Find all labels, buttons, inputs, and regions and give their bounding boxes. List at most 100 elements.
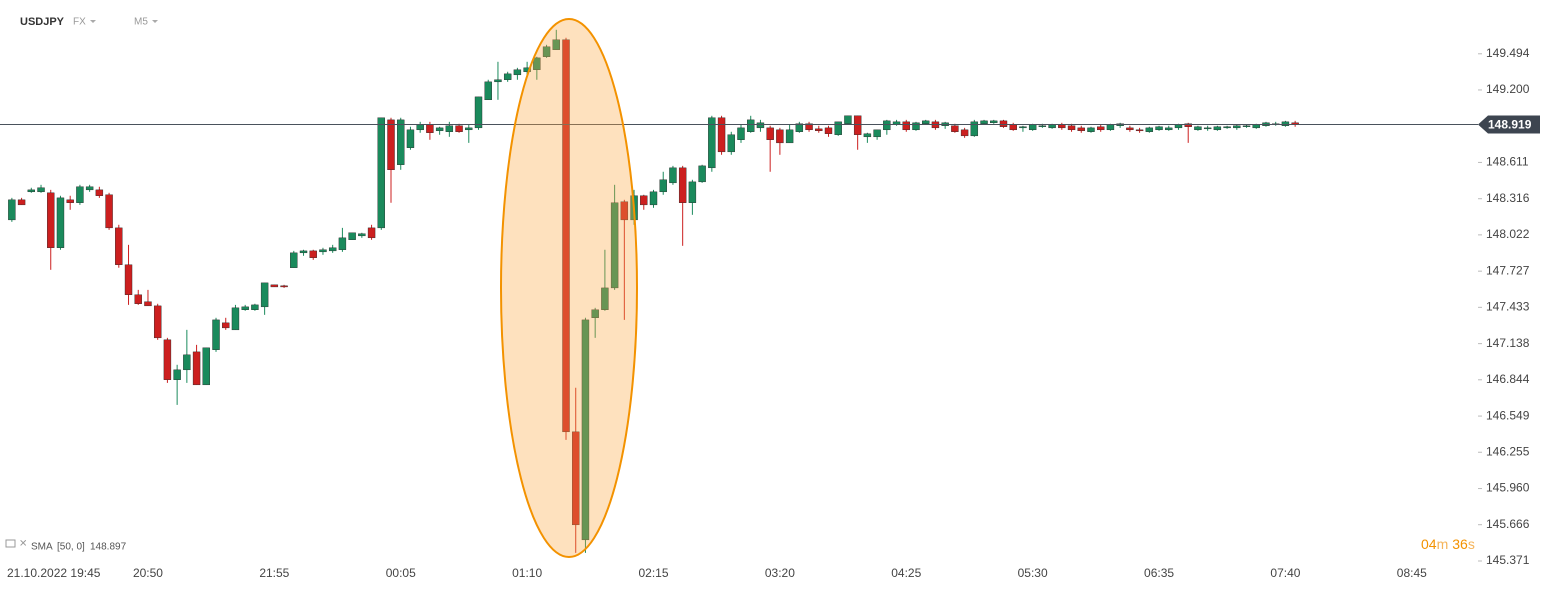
dropdown-caret[interactable]: [90, 20, 96, 23]
candle-body: [1106, 124, 1115, 131]
last-price-tag: [1478, 115, 1540, 134]
x-tick-label: 20:50: [133, 566, 163, 580]
candle-body: [56, 197, 65, 248]
y-tick-label: 149.200: [1486, 82, 1530, 96]
candle-body: [572, 431, 580, 526]
indicator-params: [50, 0]: [57, 542, 85, 553]
candle-body: [581, 319, 590, 541]
x-tick-label: 21:55: [259, 566, 289, 580]
indicator-value: 148.897: [90, 542, 127, 553]
candle-body: [1077, 127, 1085, 132]
candle-body: [1223, 126, 1231, 129]
candle-body: [951, 125, 959, 132]
candle-body: [795, 123, 804, 132]
candle-body: [328, 247, 337, 252]
y-tick-label: 148.316: [1486, 191, 1530, 205]
candle-body: [1165, 127, 1173, 131]
y-tick-label: 148.611: [1486, 155, 1529, 169]
candle-body: [902, 121, 910, 131]
candle-body: [640, 195, 648, 206]
candle-body: [115, 227, 123, 265]
x-tick-label: 04:25: [891, 566, 921, 580]
candle-body: [299, 250, 308, 254]
indicator-icon[interactable]: [5, 539, 16, 548]
plot-area: 145.371 145.666 145.960 146.255 146.549 146.8…: [0, 18, 1540, 580]
last-price-label: 148.919: [1488, 118, 1532, 132]
candle-body: [815, 128, 823, 132]
candle-body: [659, 179, 667, 193]
y-tick-label: 148.022: [1486, 227, 1530, 241]
candle-body: [912, 122, 920, 131]
candle-body: [173, 369, 181, 380]
candle-body: [708, 117, 716, 169]
x-tick-label: 06:35: [1144, 566, 1174, 580]
candle-body: [1184, 123, 1192, 127]
candle-body: [824, 127, 833, 134]
candle-body: [970, 121, 979, 137]
candle-body: [1242, 125, 1251, 127]
indicator-close[interactable]: ✕: [19, 539, 27, 550]
candle-body: [134, 294, 142, 304]
symbol[interactable]: USDJPY: [20, 16, 65, 28]
countdown-unit: m: [1437, 536, 1449, 552]
candle-body: [513, 69, 522, 76]
candle-body: [776, 129, 784, 144]
candle-body: [883, 120, 891, 131]
candle-body: [698, 165, 706, 183]
candle-body: [591, 309, 599, 318]
candle-body: [192, 351, 201, 386]
candle-body: [251, 304, 259, 310]
candle-body: [47, 192, 55, 248]
candle-body: [922, 120, 930, 124]
countdown-minutes: 04: [1421, 536, 1437, 552]
candle-body: [756, 122, 765, 129]
y-tick-label: 146.255: [1486, 444, 1530, 458]
candle-body: [1145, 127, 1154, 132]
candle-body: [562, 39, 570, 433]
x-tick-label: 07:40: [1270, 566, 1300, 580]
candle-body: [163, 339, 172, 380]
candle-body: [533, 57, 541, 70]
candle-body: [144, 301, 152, 307]
candle-body: [1155, 126, 1163, 131]
candle-body: [1213, 126, 1222, 131]
highlight-ellipse: [500, 18, 638, 558]
candle-body: [1048, 124, 1056, 129]
y-tick-label: 145.666: [1486, 517, 1530, 531]
candle-body: [1233, 125, 1241, 129]
candle-body: [552, 39, 560, 50]
candle-body: [338, 237, 347, 250]
candle-body: [8, 199, 16, 221]
x-tick-label: 03:20: [765, 566, 795, 580]
candle-body: [241, 306, 249, 310]
candle-body: [785, 129, 794, 144]
countdown-seconds: 36: [1452, 536, 1468, 552]
market: FX: [73, 17, 86, 28]
dropdown-caret[interactable]: [152, 20, 158, 23]
candle-body: [397, 119, 405, 165]
candle-body: [999, 120, 1008, 127]
y-tick-label: 145.960: [1486, 481, 1530, 495]
candle-body: [270, 284, 279, 288]
candle-body: [610, 202, 619, 289]
candle-body: [66, 199, 74, 203]
candle-body: [1194, 126, 1202, 131]
timeframe[interactable]: M5: [134, 17, 148, 28]
y-tick-label: 149.494: [1486, 46, 1530, 60]
candle-body: [1028, 124, 1037, 131]
candle-body: [766, 127, 774, 140]
candle-body: [1174, 124, 1183, 129]
y-tick-label: 146.844: [1486, 372, 1530, 386]
candle-body: [231, 307, 240, 331]
candle-body: [455, 125, 463, 132]
candle-body: [717, 117, 726, 153]
candle-body: [601, 287, 609, 310]
countdown: 04m 36s: [1421, 536, 1475, 552]
candle-body: [37, 187, 45, 193]
candle-body: [426, 124, 434, 133]
candle-body: [309, 250, 317, 258]
candle-body: [1126, 127, 1134, 131]
candle-body: [124, 264, 133, 295]
candle-body: [202, 347, 210, 386]
candle-body: [222, 322, 230, 329]
